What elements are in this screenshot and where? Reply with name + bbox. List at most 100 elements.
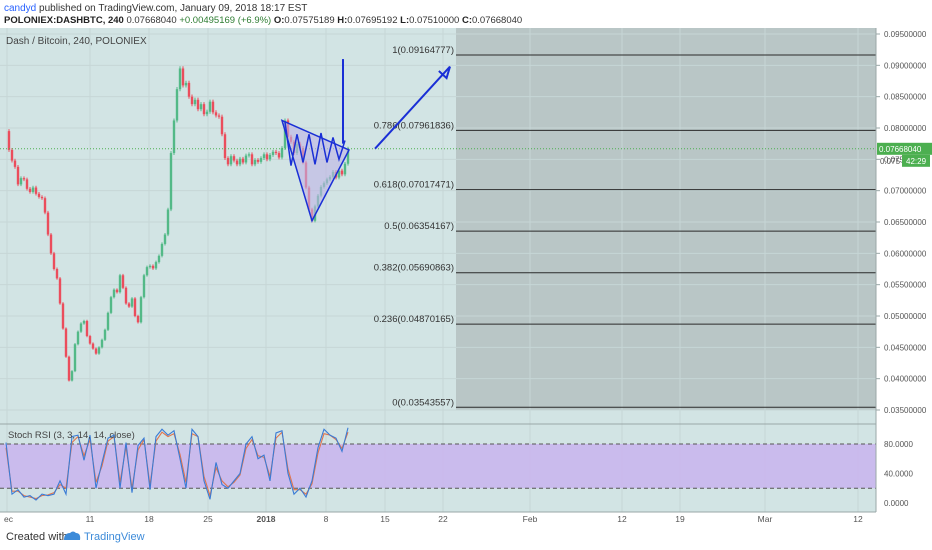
price-tick-label: 0.08000000 — [884, 124, 927, 133]
candle-body — [7, 131, 11, 150]
candle-body — [88, 336, 92, 344]
time-tick-label: 18 — [144, 514, 154, 522]
candle-body — [151, 265, 155, 269]
close-label: C: — [461, 15, 472, 26]
time-tick-label: 12 — [617, 514, 627, 522]
candle-body — [169, 153, 173, 210]
price-tick-label: 0.04000000 — [884, 375, 927, 384]
candle-body — [223, 134, 227, 159]
price-change: +0.00495169 (+6.9%) — [179, 15, 272, 26]
price-badge-label: 0.07668040 — [879, 145, 922, 154]
candle-body — [196, 99, 200, 110]
candle-body — [268, 154, 272, 160]
price-tick-label: 0.03500000 — [884, 406, 927, 415]
author-link[interactable]: candyd — [4, 3, 37, 14]
candle-body — [79, 323, 83, 332]
time-tick-label: 2018 — [257, 514, 276, 522]
candle-body — [274, 151, 278, 154]
time-tick-label: Mar — [758, 514, 773, 522]
price-tick-label: 0.06000000 — [884, 249, 927, 258]
time-tick-label: 25 — [203, 514, 213, 522]
candle-body — [220, 116, 224, 135]
indicator-tick-label: 80.0000 — [884, 440, 913, 449]
publish-line: candyd published on TradingView.com, Jan… — [4, 3, 307, 14]
price-badge-bg — [877, 142, 932, 155]
drawing-annotations[interactable] — [280, 59, 451, 223]
price-axis[interactable]: 0.09500000 0.09000000 0.08500000 0.08000000… — [876, 30, 927, 415]
candle-body — [76, 331, 80, 345]
candle-body — [97, 347, 101, 354]
tradingview-logo-icon[interactable] — [62, 529, 82, 543]
candle-body — [184, 82, 188, 86]
indicator-tick-label: 0.0000 — [884, 499, 909, 508]
candle-body — [199, 104, 203, 110]
candle-body — [40, 196, 44, 199]
candle-body — [133, 298, 137, 316]
candle-body — [82, 321, 86, 324]
candle-body — [34, 187, 38, 194]
candle-body — [190, 96, 194, 105]
candle-body — [25, 179, 29, 189]
candle-body — [259, 158, 263, 162]
candle-body — [115, 289, 119, 293]
candle-body — [154, 262, 158, 269]
zigzag-pattern[interactable] — [284, 121, 346, 166]
countdown-badge-bg — [902, 154, 930, 167]
candle-body — [100, 339, 104, 348]
candle-body — [178, 68, 182, 90]
price-chart[interactable]: 1(0.09164777) 0.786(0.07961836) 0.618(0.07… — [0, 28, 932, 522]
candle-body — [145, 267, 149, 276]
candle-body — [232, 156, 236, 161]
candle-body — [271, 151, 275, 155]
fibonacci-retracement[interactable]: 1(0.09164777) 0.786(0.07961836) 0.618(0.07… — [374, 45, 876, 408]
arrow-head-icon — [438, 66, 451, 80]
candle-body — [52, 253, 56, 269]
candle-body — [61, 303, 65, 329]
candle-body — [166, 209, 170, 235]
high-label: H: — [337, 15, 348, 26]
candle-body — [73, 344, 77, 372]
candle-body — [55, 269, 59, 279]
candle-body — [202, 104, 206, 115]
candle-body — [217, 115, 221, 117]
price-tick-label: 0.05000000 — [884, 312, 927, 321]
indicator-axis[interactable]: 80.0000 40.0000 0.0000 — [884, 440, 913, 508]
fib-level-label: 0.236(0.04870165) — [374, 314, 454, 325]
fib-level-label: 1(0.09164777) — [392, 45, 454, 56]
candle-body — [103, 329, 107, 340]
time-tick-label: 11 — [86, 514, 95, 522]
candle-body — [181, 68, 185, 86]
fib-level-label: 0.382(0.05690863) — [374, 263, 454, 274]
tradingview-brand[interactable]: TradingView — [84, 531, 145, 543]
chart-title: Dash / Bitcoin, 240, POLONIEX — [6, 36, 147, 47]
projection-arrow[interactable] — [374, 65, 451, 150]
time-tick-label: Feb — [523, 514, 538, 522]
candle-body — [142, 275, 146, 298]
candle-body — [277, 153, 281, 158]
indicator-title: Stoch RSI (3, 3, 14, 14, close) — [8, 430, 135, 441]
price-partial-label: 0.075 — [880, 157, 901, 166]
candle-body — [13, 160, 17, 167]
high-value: 0.07695192 — [347, 15, 398, 26]
candle-body — [250, 154, 254, 165]
time-tick-label: ec — [4, 514, 14, 522]
candle-body — [247, 154, 251, 156]
candle-body — [121, 275, 125, 288]
candle-body — [124, 287, 128, 304]
candle-body — [64, 328, 68, 357]
candle-body — [37, 193, 41, 197]
candle-body — [343, 163, 347, 175]
candle-body — [112, 289, 116, 298]
grid — [0, 28, 876, 512]
candle-body — [256, 159, 260, 162]
time-axis[interactable]: ec 11 18 25 2018 8 15 22 Feb 12 19 Mar 12 — [4, 514, 863, 522]
candle-body — [253, 159, 257, 165]
candle-body — [340, 170, 344, 175]
candle-body — [337, 170, 341, 178]
candle-body — [22, 178, 26, 180]
fib-level-label: 0(0.03543557) — [392, 397, 454, 408]
low-label: L: — [400, 15, 410, 26]
candle-body — [70, 371, 74, 381]
candle-body — [85, 321, 89, 337]
candle-body — [19, 178, 23, 185]
